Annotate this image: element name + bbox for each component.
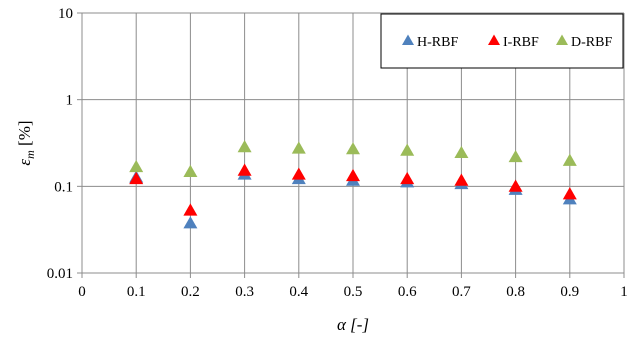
y-tick-label: 10 xyxy=(58,6,73,22)
x-tick-label: 0.3 xyxy=(235,284,254,300)
x-tick-label: 0.6 xyxy=(398,284,417,300)
data-point-d-rbf xyxy=(400,143,415,156)
x-tick-label: 0.1 xyxy=(127,284,146,300)
legend-marker-d-rbf xyxy=(556,34,568,45)
legend-marker-i-rbf xyxy=(488,34,500,45)
legend-label-d-rbf: D-RBF xyxy=(571,35,612,50)
y-axis-title: εm [%] xyxy=(15,120,37,165)
y-tick-label: 1 xyxy=(66,93,74,109)
data-point-d-rbf xyxy=(129,159,144,173)
x-tick-label: 0.7 xyxy=(452,284,471,300)
x-axis-title: α [-] xyxy=(337,315,369,334)
data-point-d-rbf xyxy=(237,140,252,153)
data-point-h-rbf xyxy=(183,216,198,229)
data-point-i-rbf xyxy=(237,163,252,176)
x-tick-label: 0.4 xyxy=(289,284,308,300)
x-tick-label: 1 xyxy=(620,284,628,300)
data-point-d-rbf xyxy=(454,145,469,159)
data-point-d-rbf xyxy=(183,164,198,177)
x-tick-label: 0.8 xyxy=(506,284,525,300)
legend: H-RBF I-RBF D-RBF xyxy=(380,13,624,69)
data-point-d-rbf xyxy=(346,142,360,155)
data-point-d-rbf xyxy=(562,153,577,166)
legend-label-i-rbf: I-RBF xyxy=(503,35,539,50)
y-tick-label: 0.1 xyxy=(54,179,73,195)
data-point-i-rbf xyxy=(129,171,144,185)
x-tick-label: 0 xyxy=(78,284,86,300)
data-point-i-rbf xyxy=(400,171,415,185)
data-point-i-rbf xyxy=(508,179,523,192)
axes xyxy=(77,12,625,278)
tick-labels: 0 0.1 0.2 0.3 0.4 0.5 0.6 0.7 0.8 0.9 1 0.01 0.1 1 10 xyxy=(47,6,628,300)
data-point-i-rbf xyxy=(454,173,469,186)
legend-box xyxy=(380,13,624,69)
y-axis-title-unit: [%] xyxy=(15,120,34,150)
data-point-i-rbf xyxy=(562,187,577,200)
data-point-d-rbf xyxy=(291,141,306,154)
legend-marker-h-rbf xyxy=(402,34,414,45)
data-points xyxy=(129,140,577,229)
y-tick-label: 0.01 xyxy=(47,266,73,282)
y-axis-title-subscript: m xyxy=(23,150,37,159)
x-axis-title-text: α [-] xyxy=(337,315,369,334)
data-point-i-rbf xyxy=(346,168,360,182)
legend-label-h-rbf: H-RBF xyxy=(417,35,458,50)
data-point-i-rbf xyxy=(183,203,198,216)
x-tick-label: 0.5 xyxy=(344,284,363,300)
x-tick-label: 0.9 xyxy=(560,284,579,300)
x-tick-label: 0.2 xyxy=(181,284,200,300)
data-point-d-rbf xyxy=(508,149,523,163)
y-axis-title-symbol: ε xyxy=(15,159,34,166)
data-point-i-rbf xyxy=(291,167,306,180)
